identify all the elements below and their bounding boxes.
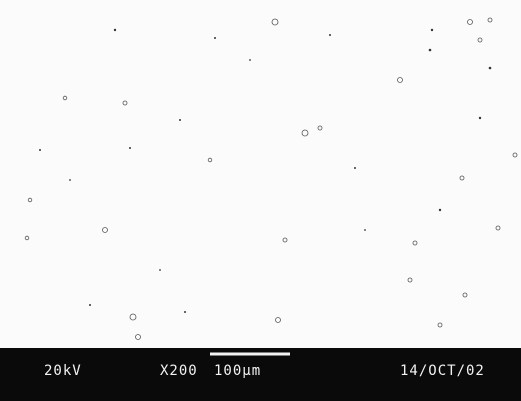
sample-surface xyxy=(0,0,521,348)
magnification: X200 xyxy=(160,363,198,379)
page: {"info_bar": {"voltage": "20kV", "magnif… xyxy=(0,0,521,401)
voltage: 20kV xyxy=(44,363,82,379)
date: 14/OCT/02 xyxy=(400,363,485,379)
scale-label: 100µm xyxy=(214,363,261,379)
micrograph: 20kV X200 100µm 14/OCT/02 xyxy=(0,0,521,401)
